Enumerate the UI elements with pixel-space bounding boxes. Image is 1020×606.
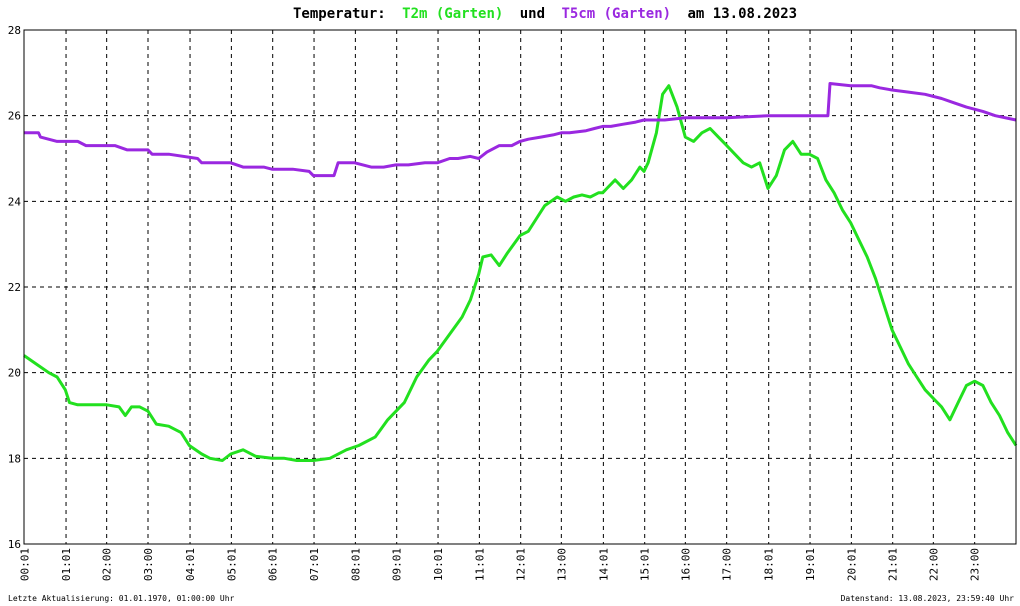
title-connector: und <box>520 6 545 22</box>
series-lines <box>23 82 1018 462</box>
x-tick-label: 06:01 <box>267 548 280 581</box>
x-tick-label: 00:01 <box>19 548 32 581</box>
x-tick-label: 02:00 <box>101 548 114 581</box>
x-tick-label: 04:01 <box>184 548 197 581</box>
footer-last-update: Letzte Aktualisierung: 01.01.1970, 01:00… <box>8 594 235 603</box>
x-tick-label: 23:00 <box>969 548 982 581</box>
x-tick-label: 08:01 <box>349 548 362 581</box>
title-date: am 13.08.2023 <box>688 6 798 22</box>
x-tick-label: 09:01 <box>391 548 404 581</box>
x-tick-label: 01:01 <box>60 548 73 581</box>
x-tick-label: 16:00 <box>679 548 692 581</box>
y-tick-label: 24 <box>8 195 22 208</box>
x-tick-label: 18:01 <box>763 548 776 581</box>
x-tick-label: 21:01 <box>887 548 900 581</box>
x-tick-label: 12:01 <box>515 548 528 581</box>
x-tick-label: 13:00 <box>555 548 568 581</box>
plot-frame <box>23 29 1017 545</box>
x-axis-ticks: 00:01 01:01 02:00 03:00 04:01 05:01 06:01 07:01… <box>19 548 982 581</box>
series-line-t5cm <box>24 82 1017 178</box>
x-tick-label: 20:01 <box>845 548 858 581</box>
footer-data-status: Datenstand: 13.08.2023, 23:59:40 Uhr <box>841 594 1015 603</box>
y-tick-label: 20 <box>8 367 21 380</box>
y-tick-label: 18 <box>8 452 21 465</box>
y-tick-label: 28 <box>8 24 21 37</box>
x-tick-label: 10:01 <box>432 548 445 581</box>
y-tick-label: 26 <box>8 110 21 123</box>
y-axis-ticks: 16 18 20 22 24 26 28 <box>8 24 22 551</box>
x-tick-label: 11:01 <box>473 548 486 581</box>
title-series-t2m: T2m (Garten) <box>402 6 503 22</box>
x-tick-label: 03:00 <box>142 548 155 581</box>
title-series-t5cm: T5cm (Garten) <box>561 6 671 22</box>
x-tick-label: 22:00 <box>927 548 940 581</box>
series-line-t2m <box>23 84 1018 462</box>
chart-title: Temperatur: T2m (Garten) und T5cm (Garte… <box>293 6 797 22</box>
x-tick-label: 05:01 <box>225 548 238 581</box>
title-prefix: Temperatur: <box>293 6 386 22</box>
x-tick-label: 14:01 <box>597 548 610 581</box>
x-tick-label: 15:01 <box>639 548 652 581</box>
x-tick-label: 17:00 <box>721 548 734 581</box>
x-tick-label: 19:01 <box>804 548 817 581</box>
grid <box>24 30 1016 544</box>
y-tick-label: 16 <box>8 538 21 551</box>
y-tick-label: 22 <box>8 281 21 294</box>
x-tick-label: 07:01 <box>308 548 321 581</box>
